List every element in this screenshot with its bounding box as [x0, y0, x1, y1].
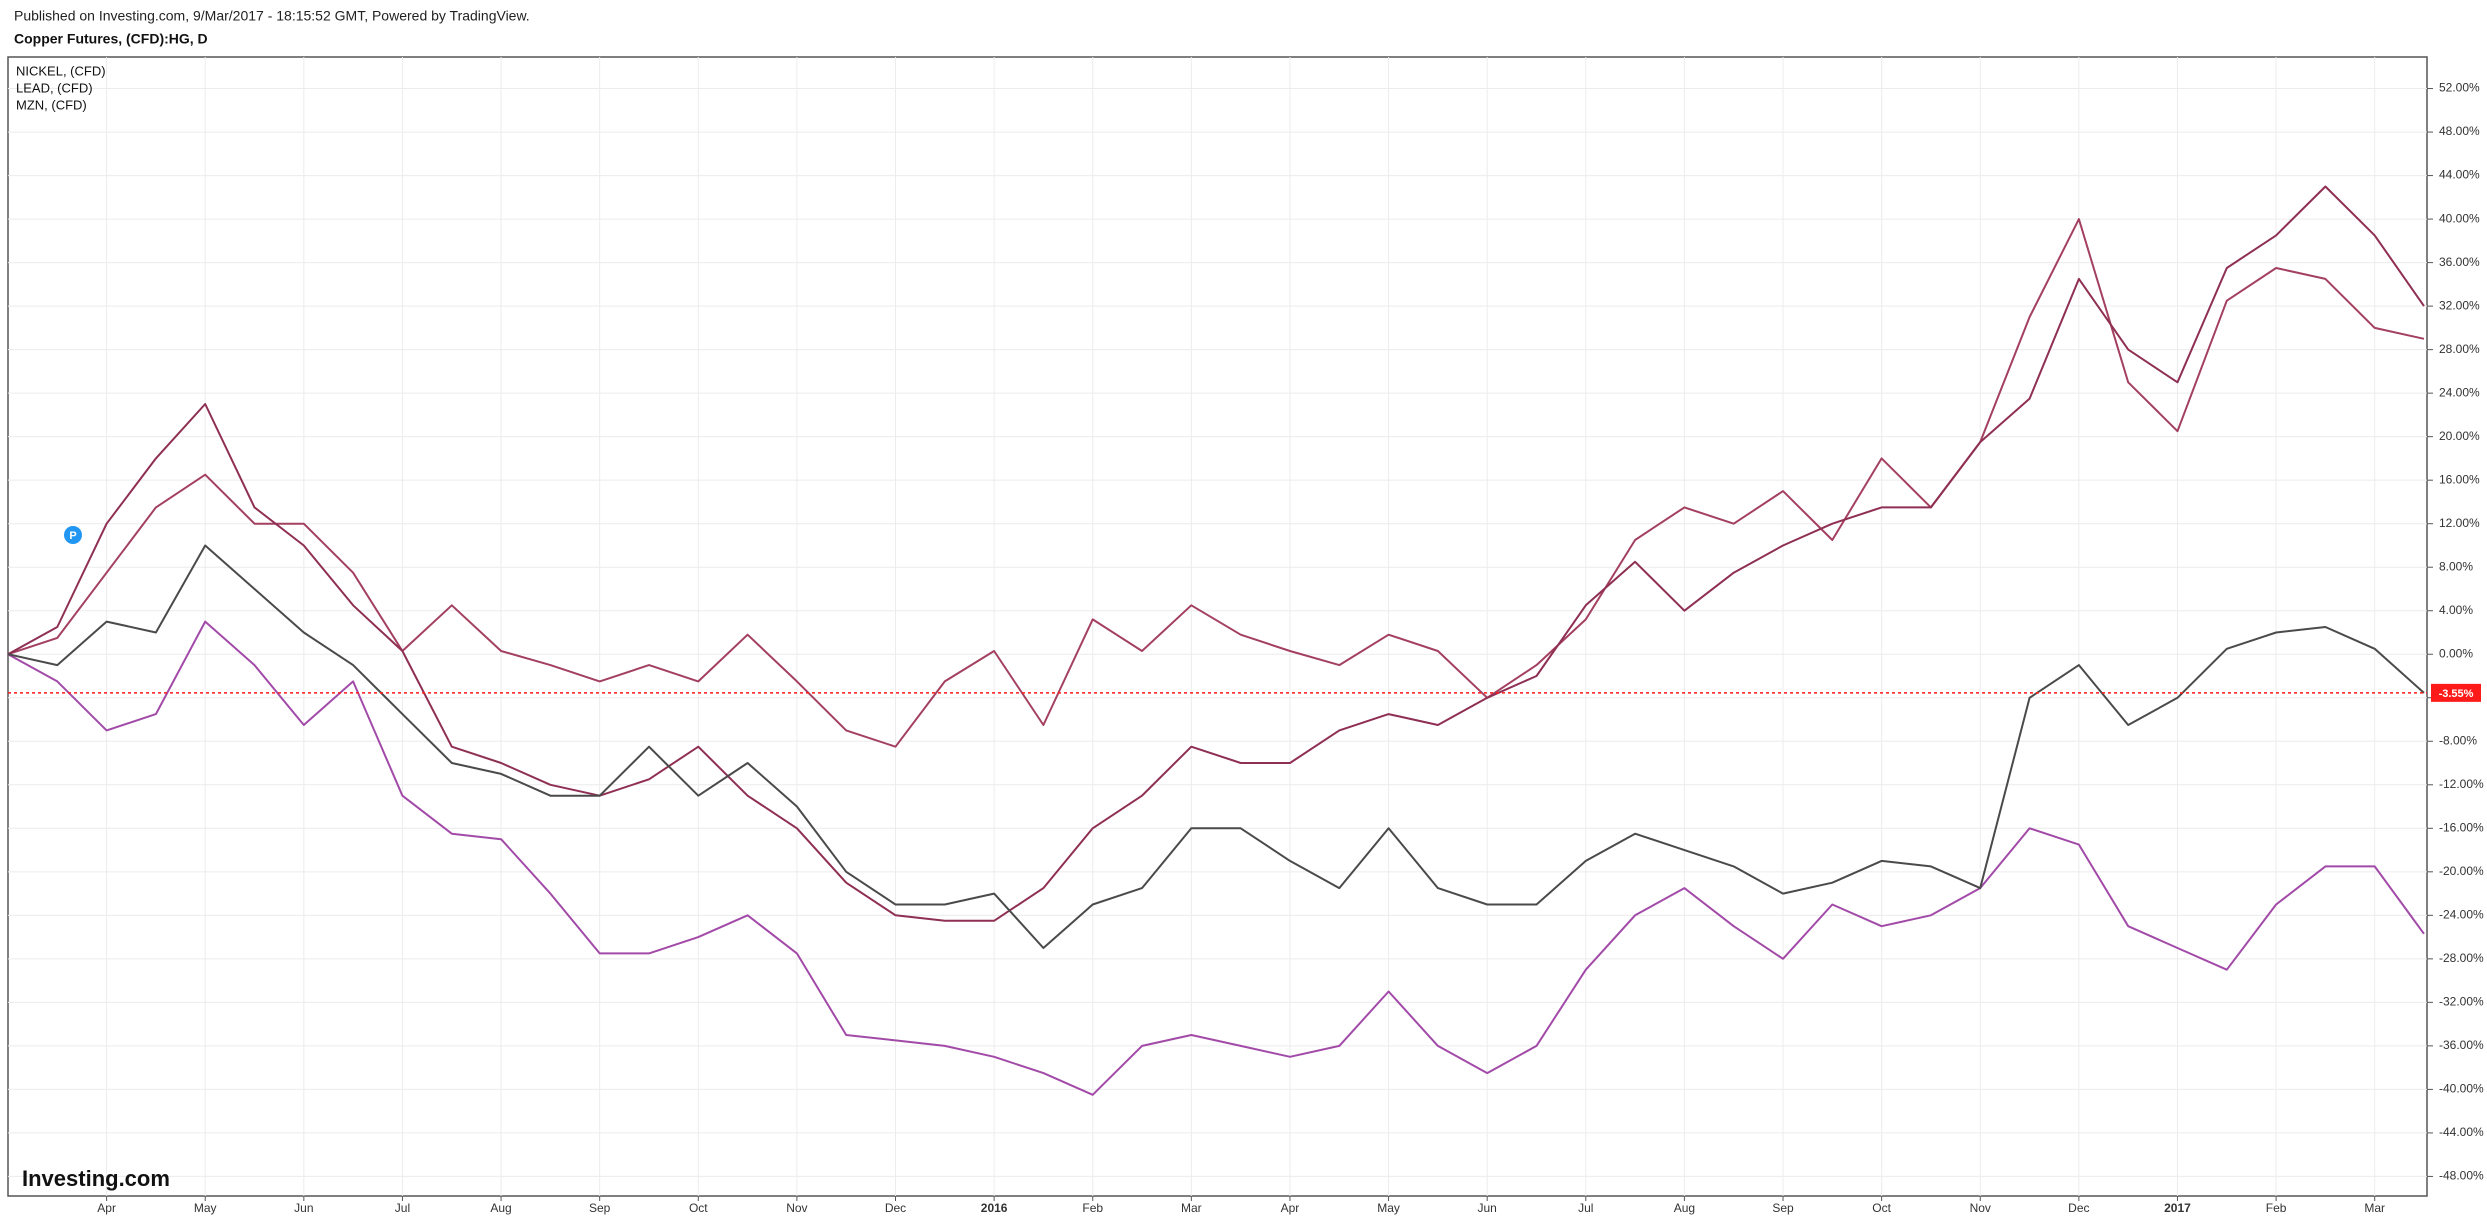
y-tick-label: 28.00% [2439, 342, 2480, 356]
y-tick-label: -48.00% [2439, 1169, 2484, 1183]
x-tick-label: Feb [1082, 1201, 1103, 1215]
y-tick-label: -24.00% [2439, 908, 2484, 922]
y-tick-label: 24.00% [2439, 385, 2480, 399]
y-tick-label: 52.00% [2439, 81, 2480, 95]
annotation-marker [64, 526, 82, 544]
y-tick-label: -28.00% [2439, 951, 2484, 965]
y-tick-label: 48.00% [2439, 124, 2480, 138]
y-tick-label: -16.00% [2439, 820, 2484, 834]
y-tick-label: 16.00% [2439, 472, 2480, 486]
last-value-badge [2431, 683, 2481, 702]
main-line [7, 544, 2425, 949]
header: Published on Investing.com, 9/Mar/2017 -… [14, 8, 530, 24]
x-tick-label: Sep [1772, 1201, 1794, 1215]
x-tick-label: Apr [97, 1201, 116, 1215]
legend-entry: MZN, (CFD) [16, 97, 87, 112]
x-tick-label: Oct [689, 1201, 708, 1215]
x-tick-label: Oct [1872, 1201, 1891, 1215]
y-tick-label: -36.00% [2439, 1038, 2484, 1052]
x-tick-label: May [194, 1201, 217, 1215]
last-value-label: -3.55% [2439, 688, 2474, 700]
chart-title: Copper Futures, (CFD):HG, D [14, 31, 208, 47]
x-tick-label: 2016 [981, 1201, 1008, 1215]
plot-frame [7, 56, 2428, 1197]
legend-entry: LEAD, (CFD) [16, 80, 93, 95]
y-tick-label: -40.00% [2439, 1082, 2484, 1096]
x-tick-label: Dec [2068, 1201, 2089, 1215]
x-tick-label: Mar [1181, 1201, 1202, 1215]
y-tick-label: -20.00% [2439, 864, 2484, 878]
y-tick-label: 40.00% [2439, 211, 2480, 225]
labels: 52.00% 48.00% 44.00% 40.00% 36.00% 32.00% 28.0… [16, 63, 2484, 1215]
series-line [7, 185, 2425, 922]
x-tick-label: Aug [1674, 1201, 1695, 1215]
y-tick-label: 12.00% [2439, 516, 2480, 530]
annotation-label: P [69, 530, 76, 542]
watermark: Investing.com [22, 1166, 170, 1191]
y-tick-label: 20.00% [2439, 429, 2480, 443]
y-tick-label: 0.00% [2439, 646, 2473, 660]
y-tick-label: 44.00% [2439, 168, 2480, 182]
x-tick-label: Jul [1578, 1201, 1593, 1215]
x-tick-label: Dec [885, 1201, 906, 1215]
series-line [7, 218, 2425, 748]
y-tick-label: -44.00% [2439, 1125, 2484, 1139]
x-tick-label: Feb [2266, 1201, 2287, 1215]
y-tick-label: -32.00% [2439, 995, 2484, 1009]
y-tick-label: 36.00% [2439, 255, 2480, 269]
x-tick-label: Jul [395, 1201, 410, 1215]
x-tick-label: Jun [294, 1201, 313, 1215]
lines [7, 185, 2427, 1096]
x-tick-label: 2017 [2164, 1201, 2191, 1215]
y-tick-label: 4.00% [2439, 603, 2473, 617]
y-tick-label: -8.00% [2439, 733, 2477, 747]
x-tick-label: Sep [589, 1201, 611, 1215]
x-tick-label: Mar [2364, 1201, 2385, 1215]
x-tick-label: Aug [490, 1201, 511, 1215]
y-tick-label: -12.00% [2439, 777, 2484, 791]
y-tick-label: 8.00% [2439, 559, 2473, 573]
series-line [7, 620, 2425, 1096]
legend-entry: NICKEL, (CFD) [16, 63, 106, 78]
x-tick-label: Jun [1478, 1201, 1497, 1215]
x-tick-label: Apr [1281, 1201, 1300, 1215]
x-tick-label: Nov [1970, 1201, 1991, 1215]
x-tick-label: Nov [786, 1201, 807, 1215]
y-tick-label: 32.00% [2439, 298, 2480, 312]
x-tick-label: May [1377, 1201, 1400, 1215]
